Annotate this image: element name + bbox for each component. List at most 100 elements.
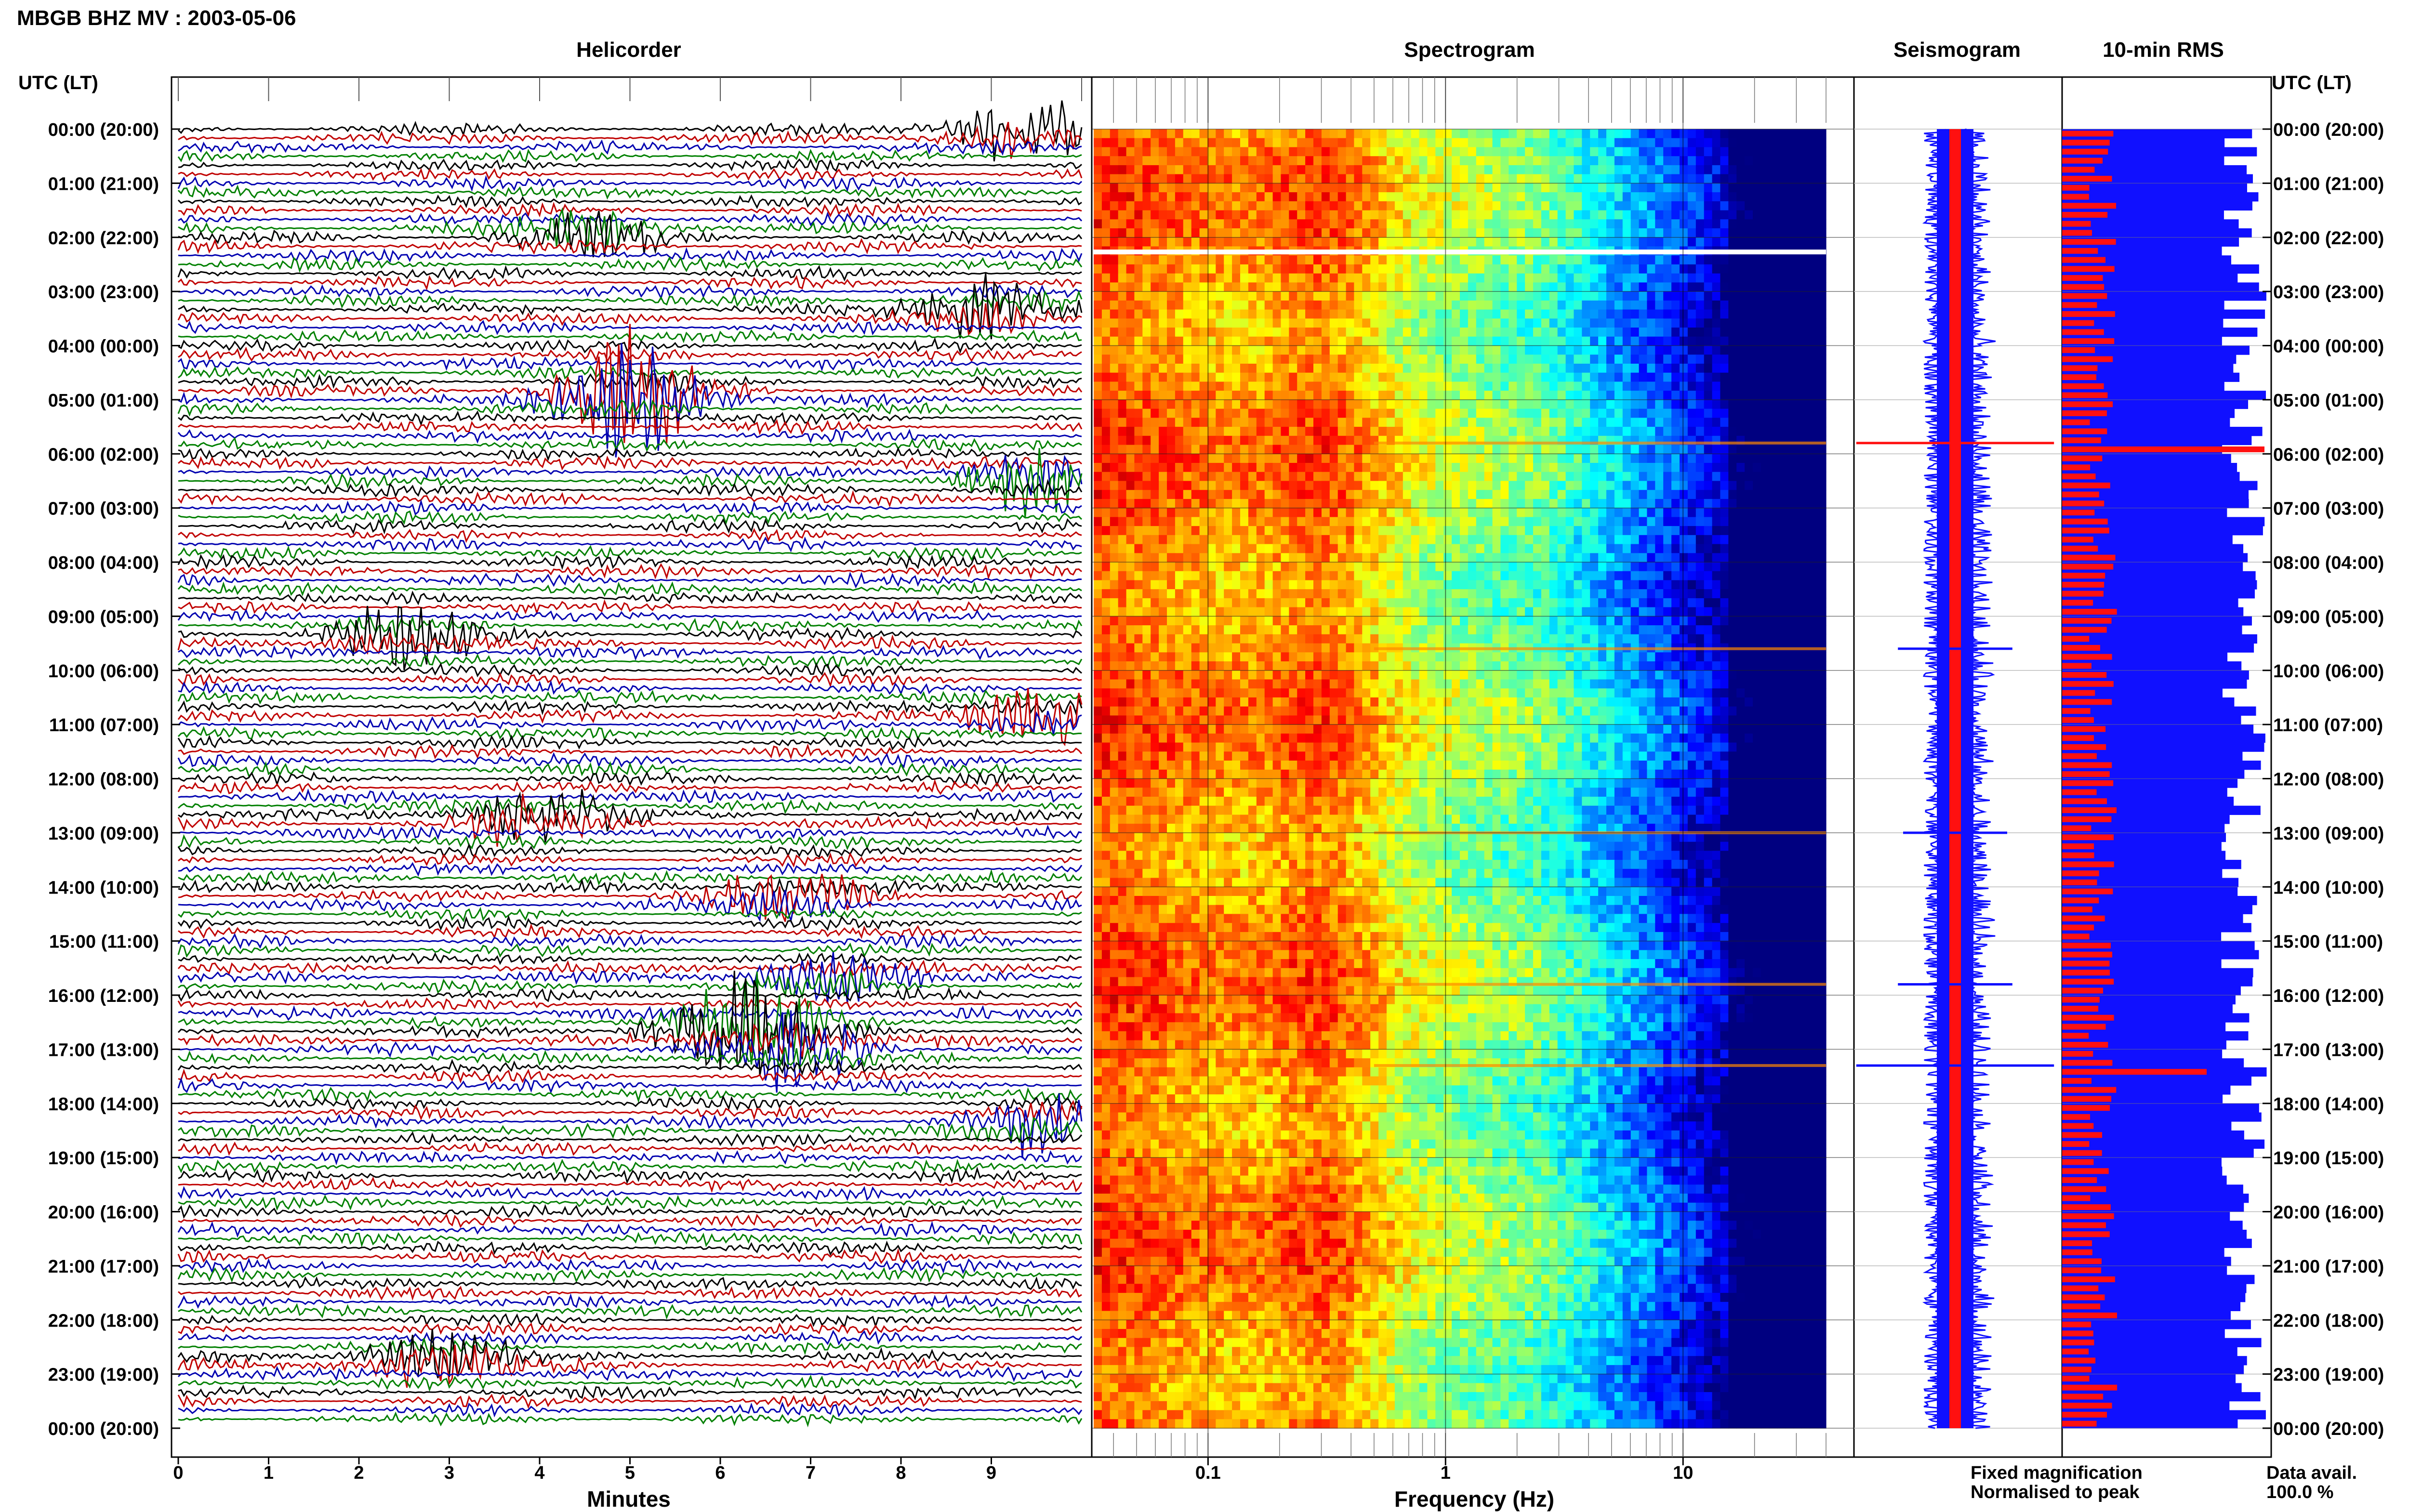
spectrogram-cell [1460,463,1469,473]
helicorder-trace [178,874,1083,922]
spectrogram-cell [1460,318,1469,328]
spectrogram-cell [1175,381,1184,391]
spectrogram-cell [1248,427,1257,436]
spectrogram-cell [1240,273,1249,283]
spectrogram-cell [1590,282,1599,292]
spectrogram-cell [1468,418,1477,427]
spectrogram-cell [1687,490,1696,500]
spectrogram-cell [1207,300,1216,310]
spectrogram-cell [1321,472,1330,481]
spectrogram-cell [1753,598,1761,608]
spectrogram-cell [1207,607,1216,617]
spectrogram-cell [1101,174,1111,184]
helicorder-trace [178,563,1082,580]
spectrogram-cell [1606,273,1615,283]
spectrogram-cell [1329,364,1338,373]
spectrogram-cell [1810,589,1818,599]
spectrogram-cell [1443,571,1452,580]
spectrogram-cell [1199,427,1208,436]
spectrogram-cell [1728,463,1737,473]
spectrogram-cell [1183,345,1192,355]
spectrogram-cell [1818,183,1827,193]
spectrogram-cell [1598,381,1607,391]
spectrogram-cell [1695,408,1705,418]
spectrogram-cell [1151,255,1159,265]
spectrogram-cell [1606,408,1615,418]
spectrogram-cell [1151,174,1159,184]
spectrogram-cell [1590,508,1599,517]
spectrogram-cell [1321,481,1330,490]
spectrogram-cell [1281,517,1289,526]
spectrogram-cell [1378,147,1387,157]
helicorder-trace [178,1312,1082,1328]
spectrogram-cell [1101,571,1111,580]
helicorder-trace [178,410,1082,427]
spectrogram-cell [1394,183,1403,193]
spectrogram-cell [1509,445,1517,454]
helicorder-trace [178,207,1082,251]
spectrogram-cell [1337,544,1347,553]
spectrogram-cell [1720,291,1729,301]
helicorder-x-tick-label: 5 [625,1463,635,1483]
spectrogram-cell [1549,336,1558,346]
spectrogram-cell [1329,391,1338,400]
spectrogram-cell [1598,318,1607,328]
spectrogram-cell [1452,490,1460,500]
spectrogram-cell [1378,463,1387,473]
spectrogram-cell [1525,237,1534,247]
spectrogram-cell [1801,598,1810,608]
spectrogram-cell [1801,418,1810,427]
spectrogram-cell [1500,345,1509,355]
spectrogram-cell [1582,418,1590,427]
spectrogram-cell [1378,535,1387,545]
spectrogram-cell [1671,300,1680,310]
spectrogram-cell [1118,598,1127,608]
spectrogram-cell [1159,309,1167,319]
spectrogram-cell [1574,309,1582,319]
spectrogram-cell [1394,562,1403,572]
spectrogram-cell [1745,391,1753,400]
spectrogram-cell [1362,192,1371,202]
spectrogram-cell [1427,427,1436,436]
spectrogram-cell [1248,463,1257,473]
spectrogram-cell [1655,553,1664,563]
spectrogram-cell [1606,192,1615,202]
spectrogram-cell [1687,264,1696,274]
spectrogram-cell [1484,381,1493,391]
spectrogram-cell [1590,408,1599,418]
spectrogram-cell [1321,210,1330,220]
spectrogram-cell [1394,364,1403,373]
spectrogram-cell [1760,391,1770,400]
spectrogram-cell [1370,463,1379,473]
spectrogram-cell [1655,408,1664,418]
spectrogram-cell [1159,408,1167,418]
spectrogram-cell [1712,219,1721,229]
spectrogram-cell [1337,553,1347,563]
spectrogram-cell [1142,255,1151,265]
spectrogram-cell [1110,228,1119,238]
spectrogram-cell [1337,183,1347,193]
spectrogram-cell [1468,589,1477,599]
spectrogram-cell [1810,328,1818,337]
spectrogram-cell [1337,219,1347,229]
spectrogram-cell [1793,309,1802,319]
spectrogram-cell [1134,553,1143,563]
spectrogram-cell [1142,219,1151,229]
spectrogram-cell [1191,273,1200,283]
spectrogram-cell [1671,553,1680,563]
helicorder-trace [177,100,1083,162]
spectrogram-cell [1769,165,1778,175]
spectrogram-cell [1753,508,1761,517]
spectrogram-cell [1590,535,1599,545]
spectrogram-cell [1289,490,1297,500]
spectrogram-cell [1680,544,1688,553]
spectrogram-cell [1305,391,1314,400]
spectrogram-cell [1110,571,1119,580]
spectrogram-cell [1378,156,1387,166]
spectrogram-cell [1574,264,1582,274]
spectrogram-cell [1509,355,1517,364]
spectrogram-cell [1517,336,1525,346]
spectrogram-cell [1248,165,1257,175]
spectrogram-cell [1224,408,1232,418]
